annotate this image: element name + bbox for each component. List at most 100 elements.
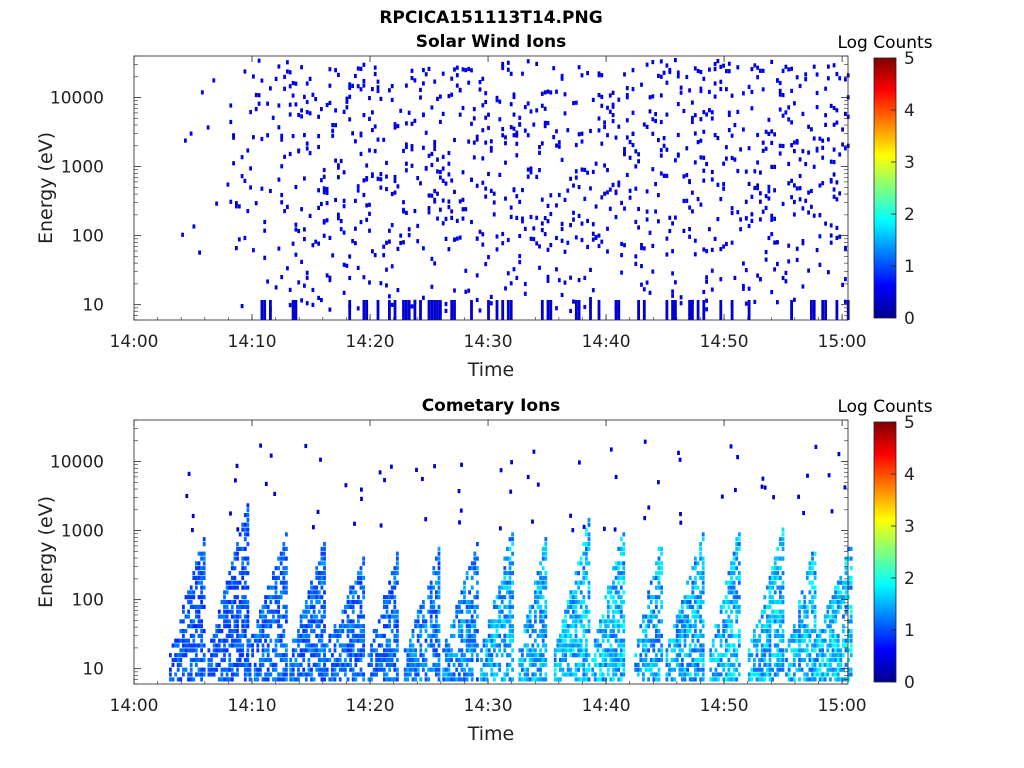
heatmap-cell bbox=[195, 604, 198, 609]
heatmap-cell bbox=[768, 580, 772, 585]
heatmap-cell bbox=[699, 590, 702, 595]
heatmap-cell bbox=[818, 653, 822, 658]
heatmap-cell bbox=[390, 571, 394, 576]
heatmap-cell bbox=[801, 206, 805, 211]
heatmap-cell bbox=[243, 677, 247, 682]
heatmap-cell bbox=[556, 648, 560, 653]
heatmap-cell bbox=[831, 609, 835, 614]
heatmap-cell bbox=[254, 201, 258, 206]
heatmap-cell bbox=[659, 153, 663, 158]
heatmap-cell bbox=[544, 662, 548, 667]
heatmap-cell bbox=[317, 241, 320, 246]
heatmap-cell bbox=[320, 298, 323, 303]
heatmap-cell bbox=[622, 600, 626, 605]
heatmap-cell bbox=[688, 595, 692, 600]
heatmap-cell bbox=[259, 614, 262, 619]
heatmap-cell bbox=[818, 213, 822, 218]
heatmap-cell bbox=[264, 638, 267, 643]
heatmap-cell bbox=[225, 585, 229, 590]
heatmap-cell bbox=[732, 677, 736, 682]
heatmap-cell bbox=[596, 648, 600, 653]
heatmap-cell bbox=[771, 653, 774, 658]
heatmap-cell bbox=[506, 619, 509, 624]
heatmap-cell bbox=[773, 132, 776, 137]
heatmap-cell bbox=[442, 667, 446, 672]
heatmap-cell bbox=[536, 571, 540, 576]
heatmap-cell bbox=[345, 263, 349, 268]
colorbar-tick-label: 5 bbox=[904, 49, 915, 69]
heatmap-cell bbox=[614, 624, 618, 629]
heatmap-cell bbox=[696, 648, 700, 653]
heatmap-cell bbox=[594, 204, 598, 209]
heatmap-cell bbox=[681, 600, 684, 605]
heatmap-cell bbox=[475, 273, 479, 278]
heatmap-cell bbox=[481, 156, 485, 161]
heatmap-cell bbox=[747, 672, 751, 677]
heatmap-cell bbox=[323, 662, 326, 667]
heatmap-cell bbox=[362, 595, 365, 600]
heatmap-cell bbox=[691, 595, 695, 600]
heatmap-cell bbox=[681, 672, 684, 677]
heatmap-cell bbox=[365, 300, 369, 320]
heatmap-cell bbox=[447, 648, 451, 653]
heatmap-cell bbox=[730, 566, 733, 571]
heatmap-cell bbox=[539, 571, 542, 576]
heatmap-cell bbox=[574, 100, 578, 105]
heatmap-cell bbox=[612, 672, 615, 677]
heatmap-cell bbox=[526, 643, 529, 648]
heatmap-cell bbox=[834, 595, 837, 600]
heatmap-cell bbox=[406, 672, 410, 677]
heatmap-cell bbox=[781, 93, 785, 98]
heatmap-cell bbox=[506, 556, 509, 561]
heatmap-cell bbox=[441, 221, 445, 226]
heatmap-cell bbox=[346, 677, 350, 682]
heatmap-cell bbox=[812, 213, 816, 218]
heatmap-cell bbox=[370, 662, 373, 667]
heatmap-cell bbox=[609, 643, 613, 648]
heatmap-cell bbox=[611, 102, 615, 107]
heatmap-cell bbox=[187, 595, 190, 600]
heatmap-cell bbox=[396, 619, 399, 624]
heatmap-cell bbox=[189, 672, 193, 677]
heatmap-cell bbox=[436, 96, 439, 101]
heatmap-cell bbox=[574, 643, 578, 648]
heatmap-cell bbox=[619, 537, 623, 542]
heatmap-cell bbox=[606, 105, 609, 110]
heatmap-cell bbox=[563, 249, 567, 254]
heatmap-cell bbox=[674, 300, 677, 320]
heatmap-cell bbox=[611, 119, 615, 124]
heatmap-cell bbox=[642, 629, 645, 634]
heatmap-cell bbox=[676, 70, 680, 75]
heatmap-cell bbox=[606, 648, 610, 653]
heatmap-cell bbox=[710, 287, 714, 292]
heatmap-cell bbox=[331, 633, 334, 638]
heatmap-cell bbox=[727, 624, 731, 629]
heatmap-cell bbox=[415, 467, 418, 472]
heatmap-cell bbox=[243, 585, 247, 590]
heatmap-cell bbox=[544, 629, 548, 634]
heatmap-cell bbox=[501, 231, 505, 237]
heatmap-cell bbox=[651, 94, 655, 99]
heatmap-cell bbox=[771, 614, 774, 619]
heatmap-cell bbox=[810, 204, 813, 209]
heatmap-cell bbox=[849, 609, 853, 614]
heatmap-cell bbox=[441, 198, 445, 203]
heatmap-cell bbox=[498, 172, 502, 177]
heatmap-cell bbox=[781, 585, 785, 590]
heatmap-cell bbox=[701, 585, 705, 590]
heatmap-cell bbox=[702, 155, 706, 160]
heatmap-cell bbox=[574, 571, 578, 576]
heatmap-cell bbox=[813, 629, 817, 634]
heatmap-cell bbox=[286, 69, 289, 74]
heatmap-cell bbox=[357, 648, 360, 653]
heatmap-cell bbox=[587, 546, 591, 551]
heatmap-cell bbox=[200, 657, 203, 663]
heatmap-cell bbox=[272, 619, 275, 624]
heatmap-cell bbox=[419, 629, 423, 634]
heatmap-cell bbox=[691, 662, 695, 667]
heatmap-cell bbox=[634, 653, 638, 658]
heatmap-cell bbox=[241, 643, 245, 648]
heatmap-cell bbox=[835, 120, 839, 125]
heatmap-cell bbox=[544, 537, 548, 542]
heatmap-cell bbox=[636, 672, 640, 677]
